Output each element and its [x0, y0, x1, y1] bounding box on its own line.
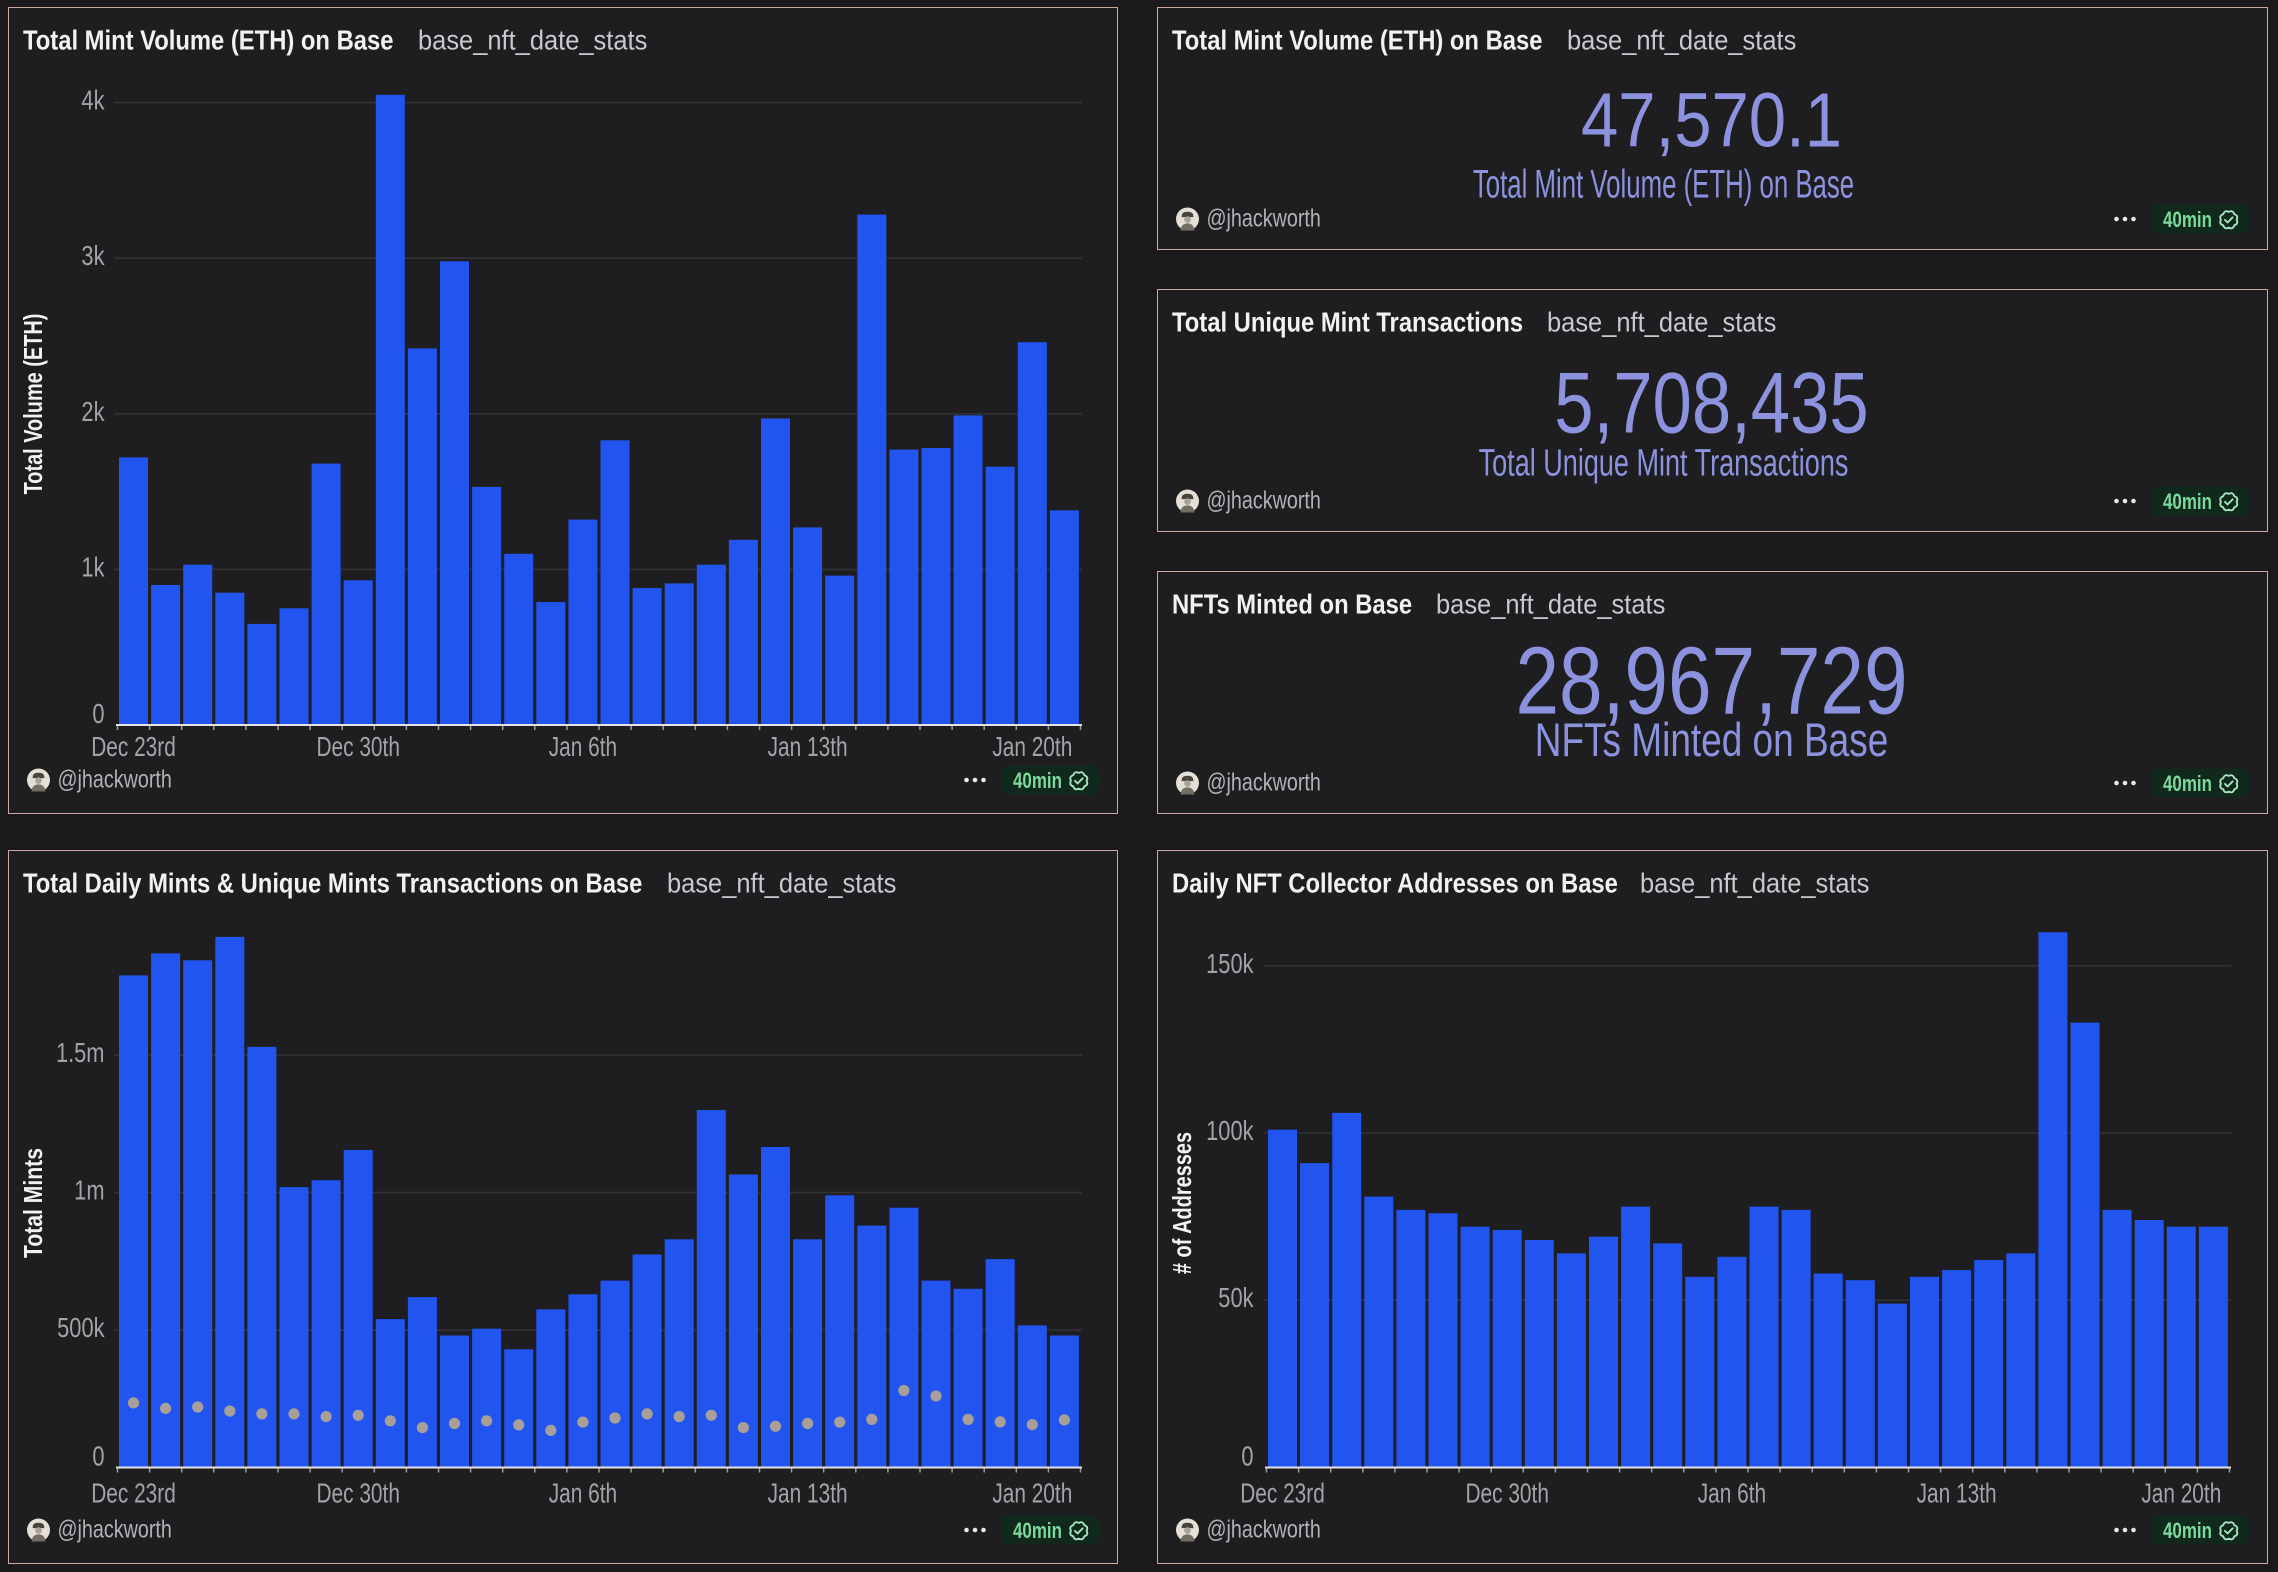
svg-text:Jan 6th: Jan 6th	[1698, 1479, 1766, 1510]
svg-text:Total Mint Volume (ETH) on Bas: Total Mint Volume (ETH) on Base	[1172, 24, 1542, 56]
svg-text:40min: 40min	[2163, 490, 2212, 515]
svg-text:40min: 40min	[2163, 772, 2212, 797]
svg-text:@jhackworth: @jhackworth	[58, 765, 172, 793]
svg-text:0: 0	[92, 1441, 104, 1472]
svg-text:base_nft_date_stats: base_nft_date_stats	[667, 867, 896, 898]
svg-text:40min: 40min	[1013, 769, 1062, 794]
svg-text:base_nft_date_stats: base_nft_date_stats	[1567, 24, 1796, 55]
svg-text:@jhackworth: @jhackworth	[1207, 486, 1321, 514]
svg-text:Daily NFT Collector Addresses: Daily NFT Collector Addresses on Base	[1172, 867, 1618, 899]
svg-text:Dec 30th: Dec 30th	[316, 1479, 399, 1510]
svg-text:@jhackworth: @jhackworth	[1207, 768, 1321, 796]
svg-text:Dec 23rd: Dec 23rd	[91, 1479, 176, 1510]
svg-text:Dec 23rd: Dec 23rd	[1240, 1479, 1325, 1510]
svg-text:40min: 40min	[2163, 208, 2212, 233]
svg-text:28,967,729: 28,967,729	[1515, 627, 1907, 734]
svg-text:base_nft_date_stats: base_nft_date_stats	[1640, 867, 1869, 898]
svg-text:5,708,435: 5,708,435	[1554, 355, 1868, 451]
svg-text:Total Mint Volume (ETH) on Bas: Total Mint Volume (ETH) on Base	[1473, 163, 1854, 207]
svg-text:0: 0	[1241, 1441, 1253, 1472]
svg-text:500k: 500k	[57, 1313, 105, 1344]
svg-text:2k: 2k	[81, 396, 104, 427]
svg-text:150k: 150k	[1206, 948, 1254, 979]
svg-text:Jan 13th: Jan 13th	[768, 1479, 848, 1510]
svg-text:# of Addresses: # of Addresses	[1167, 1132, 1196, 1274]
svg-text:@jhackworth: @jhackworth	[1207, 1515, 1321, 1543]
svg-text:Jan 20th: Jan 20th	[992, 1479, 1072, 1510]
svg-text:100k: 100k	[1206, 1115, 1254, 1146]
svg-text:40min: 40min	[1013, 1519, 1062, 1544]
svg-text:40min: 40min	[2163, 1519, 2212, 1544]
svg-text:@jhackworth: @jhackworth	[58, 1515, 172, 1543]
svg-text:Total Unique Mint Transactions: Total Unique Mint Transactions	[1479, 441, 1849, 484]
svg-text:1m: 1m	[74, 1175, 104, 1206]
svg-text:Total Mints: Total Mints	[20, 1148, 49, 1258]
svg-text:1k: 1k	[81, 552, 104, 583]
svg-text:47,570.1: 47,570.1	[1581, 78, 1842, 163]
svg-text:Jan 6th: Jan 6th	[549, 732, 617, 763]
svg-text:base_nft_date_stats: base_nft_date_stats	[418, 24, 647, 55]
svg-text:Jan 6th: Jan 6th	[549, 1479, 617, 1510]
svg-text:Dec 23rd: Dec 23rd	[91, 732, 176, 763]
svg-text:Total Daily Mints & Unique Min: Total Daily Mints & Unique Mints Transac…	[23, 867, 642, 899]
svg-text:4k: 4k	[81, 85, 104, 116]
svg-text:Dec 30th: Dec 30th	[316, 732, 399, 763]
svg-text:base_nft_date_stats: base_nft_date_stats	[1436, 588, 1665, 619]
svg-text:base_nft_date_stats: base_nft_date_stats	[1547, 306, 1776, 337]
svg-text:NFTs Minted on Base: NFTs Minted on Base	[1535, 714, 1889, 766]
svg-text:Total Mint Volume (ETH) on Bas: Total Mint Volume (ETH) on Base	[23, 24, 393, 56]
svg-text:Total Unique Mint Transactions: Total Unique Mint Transactions	[1172, 306, 1523, 338]
svg-text:Total Volume (ETH): Total Volume (ETH)	[18, 314, 47, 495]
svg-text:1.5m: 1.5m	[56, 1038, 105, 1069]
svg-text:50k: 50k	[1218, 1283, 1254, 1314]
svg-text:Dec 30th: Dec 30th	[1465, 1479, 1548, 1510]
svg-text:Jan 20th: Jan 20th	[2141, 1479, 2221, 1510]
svg-text:NFTs Minted on Base: NFTs Minted on Base	[1172, 588, 1412, 620]
svg-text:Jan 13th: Jan 13th	[1917, 1479, 1997, 1510]
svg-text:3k: 3k	[81, 241, 104, 272]
svg-text:0: 0	[92, 698, 104, 729]
svg-text:Jan 20th: Jan 20th	[992, 732, 1072, 763]
svg-text:@jhackworth: @jhackworth	[1207, 204, 1321, 232]
svg-text:Jan 13th: Jan 13th	[768, 732, 848, 763]
